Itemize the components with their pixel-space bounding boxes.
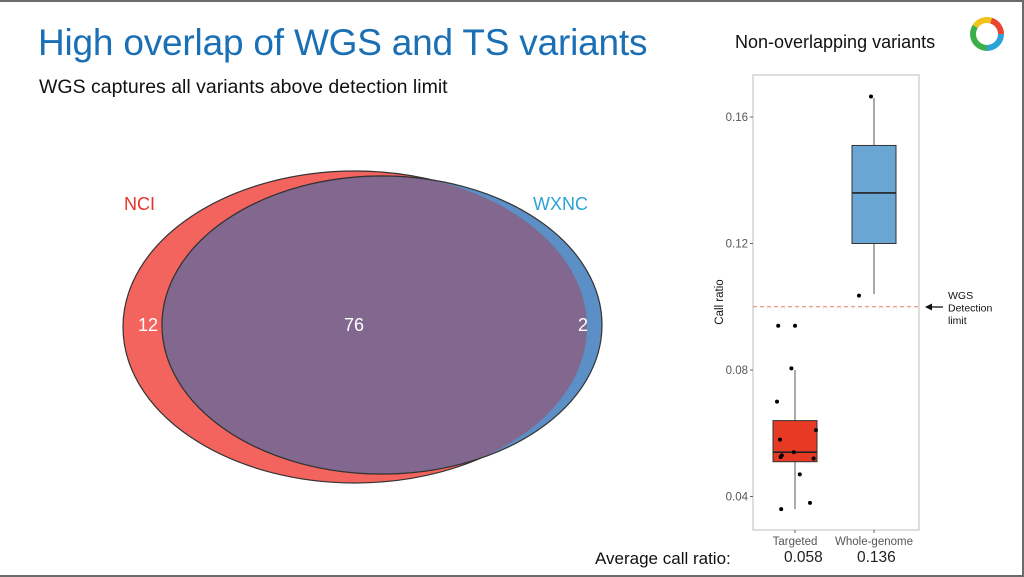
data-point <box>775 399 779 404</box>
boxplot-heading: Non-overlapping variants <box>735 32 936 52</box>
annotation-line-3: limit <box>948 315 967 327</box>
box-targeted <box>772 323 818 512</box>
venn-count-overlap: 76 <box>344 315 364 335</box>
average-call-ratio-targeted: 0.058 <box>784 549 823 566</box>
slide-title: High overlap of WGS and TS variants <box>38 22 648 63</box>
detection-limit-annotation: WGS Detection limit <box>925 290 993 327</box>
ring-logo-icon <box>970 17 1004 51</box>
y-tick-label: 0.08 <box>726 365 748 377</box>
y-axis-label: Call ratio <box>714 279 726 324</box>
average-call-ratio-whole-genome: 0.136 <box>857 549 896 566</box>
data-point <box>811 456 816 461</box>
plot-panel-border <box>752 74 920 531</box>
y-tick-label: 0.16 <box>726 112 748 124</box>
data-point <box>779 453 784 458</box>
slide-subtitle: WGS captures all variants above detectio… <box>39 76 448 98</box>
arrow-head <box>925 303 932 311</box>
y-tick-label: 0.04 <box>726 492 749 504</box>
data-point <box>779 507 784 512</box>
data-point <box>808 500 812 505</box>
average-call-ratio-label: Average call ratio: <box>595 549 731 568</box>
box-whole-genome <box>851 94 897 298</box>
data-point <box>814 428 818 433</box>
data-point <box>869 94 873 99</box>
venn-label-nci: NCI <box>124 194 155 214</box>
venn-count-wxnc-only: 2 <box>578 315 588 335</box>
data-point <box>791 450 796 455</box>
data-point <box>793 323 797 328</box>
annotation-line-2: Detection <box>948 303 993 315</box>
venn-count-nci-only: 12 <box>138 315 158 335</box>
data-point <box>857 293 861 298</box>
boxplot-chart: 0.04 0.08 0.12 0.16 Call ratio Targeted Whol… <box>714 74 993 548</box>
data-point <box>797 472 802 477</box>
data-point <box>778 437 782 442</box>
x-tick-label: Whole-genome <box>835 536 913 548</box>
boxes <box>772 94 897 512</box>
venn-overlap-region <box>161 175 587 475</box>
venn-diagram: NCI WXNC 12 76 2 <box>122 170 603 484</box>
x-tick-label: Targeted <box>773 536 818 548</box>
data-point <box>776 323 781 328</box>
box-iqr <box>851 144 897 244</box>
y-axis: 0.04 0.08 0.12 0.16 <box>726 112 753 504</box>
venn-label-wxnc: WXNC <box>533 194 588 214</box>
y-tick-label: 0.12 <box>726 239 748 251</box>
data-point <box>789 366 794 371</box>
x-axis: Targeted Whole-genome <box>773 530 913 548</box>
annotation-line-1: WGS <box>948 290 973 302</box>
